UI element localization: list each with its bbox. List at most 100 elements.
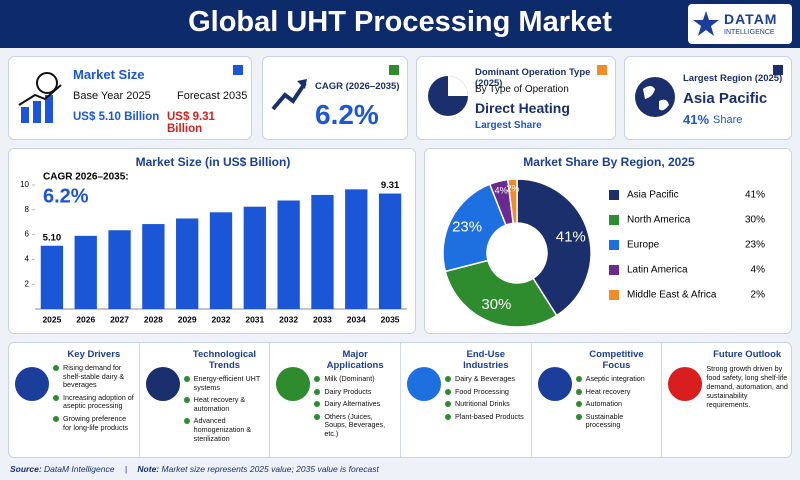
panel-icon: [15, 367, 49, 401]
panel: End-Use Industries Dairy & Beverages Food …: [401, 343, 532, 457]
chart-title: Market Size (in US$ Billion): [136, 155, 291, 169]
chart-title: Market Share By Region, 2025: [523, 155, 695, 169]
panel-icon: [537, 367, 572, 401]
legend-swatch: [609, 240, 619, 250]
x-tick-label: 2027: [110, 314, 129, 324]
kpi-title: Dominant Operation Type (2025): [475, 67, 591, 89]
slice-label: 41%: [556, 228, 586, 245]
panel-item: Rising demand for shelf-stable dairy & b…: [53, 363, 135, 390]
panel-icon: [668, 367, 703, 401]
kpi-title: Market Size: [73, 67, 145, 82]
logo-sub: INTELLIGENCE: [724, 29, 775, 36]
panel-title: Major Applications: [326, 349, 384, 371]
y-tick-label: 2: [25, 279, 30, 288]
kpi-value: Asia Pacific: [683, 90, 768, 107]
legend-label: North America: [627, 215, 691, 226]
pie-slice: [506, 178, 518, 225]
panel: Key Drivers Rising demand for shelf-stabl…: [9, 343, 140, 457]
pie-slice: [442, 183, 507, 273]
x-tick-label: 2035: [381, 314, 400, 324]
x-tick-label: 2032: [212, 314, 231, 324]
legend-value: 30%: [745, 215, 765, 226]
kpi-value: US$ 9.31 Billion: [167, 111, 215, 135]
panel-title: Future Outlook: [713, 349, 782, 360]
legend-value: 2%: [751, 290, 766, 301]
slice-label: 23%: [452, 219, 482, 236]
panel-list: Aseptic integration Heat recovery Automati…: [575, 374, 658, 430]
kpi-cagr: CAGR (2026–2035) 6.2%: [262, 56, 408, 140]
panel-item: Heat recovery & automation: [183, 395, 266, 413]
kpi-market-size: Market Size Base Year 2025 Forecast 2035…: [8, 56, 252, 140]
y-tick-label: 6: [25, 230, 30, 239]
bar: [311, 194, 334, 309]
legend-swatch: [609, 215, 619, 225]
panel-item: Heat recovery: [575, 387, 658, 397]
kpi-value: US$ 5.10 Billion: [73, 111, 160, 123]
panel-item: Sustainable processing: [575, 412, 658, 430]
panel-item: Dairy Alternatives: [314, 400, 396, 409]
x-tick-label: 2034: [347, 314, 366, 324]
panel-icon: [276, 367, 311, 401]
info-panels: Key Drivers Rising demand for shelf-stabl…: [8, 342, 792, 458]
bar: [277, 200, 300, 309]
bar: [209, 212, 233, 309]
pie-slice: [444, 259, 558, 328]
kpi-share-label: Share: [713, 114, 743, 126]
x-tick-label: 2025: [42, 314, 61, 324]
bar: [40, 245, 64, 309]
panel-item: Automation: [575, 400, 658, 409]
annotation: CAGR 2026–2035:: [43, 172, 129, 183]
legend-label: Latin America: [627, 265, 688, 276]
panel-list: Dairy & Beverages Food Processing Nutritio…: [445, 374, 527, 422]
x-tick-label: 2026: [76, 314, 95, 324]
logo-name: DATAM: [724, 11, 778, 27]
panel-item: Growing preference for long-life product…: [53, 414, 135, 432]
pie-chart: Market Share By Region, 2025 41% Asia Paci…: [424, 148, 792, 334]
icon: [271, 79, 307, 111]
panel: Technological Trends Energy-efficient UHT…: [140, 343, 271, 457]
kpi-region: Largest Region (2025) Asia Pacific 41% S…: [624, 56, 792, 140]
kpi-label: Forecast 2035: [177, 90, 248, 102]
x-tick-label: 2032: [279, 314, 298, 324]
header-bar: [0, 0, 800, 48]
legend-value: 23%: [745, 240, 765, 251]
panel-title: Competitive Focus: [589, 349, 644, 371]
panel-icon: [145, 367, 180, 401]
logo: DATAM INTELLIGENCE: [688, 4, 792, 44]
source-label: Source:: [10, 464, 42, 474]
kpi-value: 6.2%: [315, 99, 379, 130]
logo-icon: [693, 11, 719, 36]
y-tick-label: 8: [25, 205, 30, 214]
panel-title: End-Use Industries: [463, 349, 509, 371]
bar: [345, 189, 368, 309]
x-tick-label: 2029: [178, 314, 197, 324]
data-label: 5.10: [43, 232, 62, 243]
panel-list: Rising demand for shelf-stable dairy & b…: [53, 363, 135, 432]
legend-label: Europe: [627, 240, 660, 251]
note: Market size represents 2025 value; 2035 …: [161, 464, 379, 474]
panel-item: Plant-based Products: [445, 412, 527, 422]
panel-text: Strong growth driven by food safety, lon…: [706, 364, 788, 409]
panel-item: Advanced homogenization & sterilization: [183, 417, 266, 443]
kpi-note: Largest Share: [475, 120, 542, 131]
legend-swatch: [609, 265, 619, 275]
panel-list: Milk (Dominant) Dairy Products Dairy Alter…: [314, 374, 396, 439]
bar: [74, 235, 97, 309]
panel: Competitive Focus Aseptic integration Heat…: [532, 343, 663, 457]
panel-item: Food Processing: [445, 387, 527, 397]
bar: [142, 224, 165, 309]
legend-swatch: [609, 290, 619, 300]
footer: Source: DataM Intelligence | Note: Marke…: [10, 464, 379, 474]
bar: [176, 218, 199, 309]
y-tick-label: 10: [20, 180, 29, 189]
source: DataM Intelligence: [44, 464, 115, 474]
legend-swatch: [609, 190, 619, 200]
kpi-operation: Dominant Operation Type (2025) By Type o…: [416, 56, 616, 140]
panel-icon: [407, 367, 441, 401]
legend-value: 41%: [745, 190, 765, 201]
panel-item: Aseptic integration: [575, 374, 658, 384]
icon: [18, 72, 62, 123]
panel-item: Dairy & Beverages: [445, 374, 527, 384]
kpi-label: Base Year 2025: [73, 90, 151, 102]
